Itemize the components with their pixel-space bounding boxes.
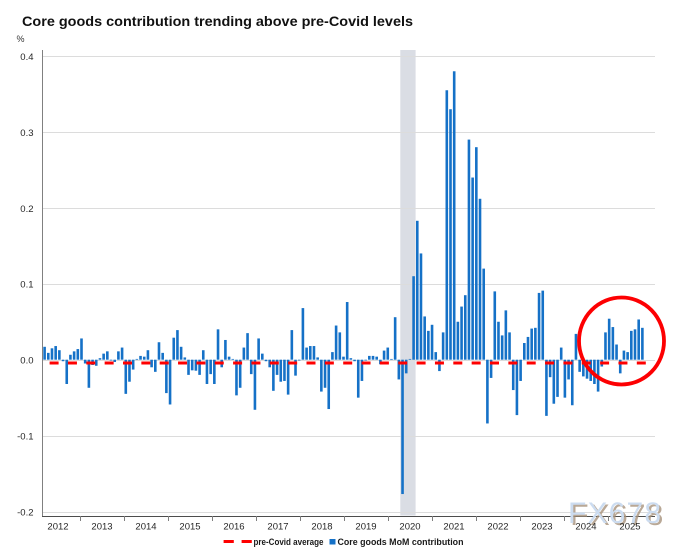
svg-text:2019: 2019 — [355, 522, 376, 533]
svg-text:pre-Covid average: pre-Covid average — [254, 537, 324, 547]
svg-text:0.4: 0.4 — [20, 52, 33, 63]
svg-text:0.3: 0.3 — [20, 128, 33, 139]
svg-text:0.1: 0.1 — [20, 280, 33, 291]
svg-text:2025: 2025 — [619, 522, 640, 533]
svg-text:2017: 2017 — [267, 522, 288, 533]
svg-text:2023: 2023 — [531, 522, 552, 533]
svg-text:2014: 2014 — [135, 522, 156, 533]
svg-text:FX678: FX678 — [570, 499, 666, 532]
svg-text:Core goods contribution trendi: Core goods contribution trending above p… — [22, 13, 413, 29]
svg-text:2020: 2020 — [399, 522, 420, 533]
svg-text:0.0: 0.0 — [20, 356, 33, 367]
svg-text:-0.1: -0.1 — [17, 432, 33, 443]
svg-text:FX678: FX678 — [568, 497, 664, 530]
svg-text:2022: 2022 — [487, 522, 508, 533]
svg-text:2015: 2015 — [179, 522, 200, 533]
svg-text:%: % — [17, 34, 25, 44]
svg-text:0.2: 0.2 — [20, 204, 33, 215]
svg-text:-0.2: -0.2 — [17, 507, 33, 518]
svg-text:Core goods MoM contribution: Core goods MoM contribution — [338, 537, 464, 547]
svg-text:2016: 2016 — [223, 522, 244, 533]
svg-text:2012: 2012 — [47, 522, 68, 533]
svg-text:2013: 2013 — [91, 522, 112, 533]
svg-text:2024: 2024 — [575, 522, 596, 533]
svg-text:2018: 2018 — [311, 522, 332, 533]
svg-text:2021: 2021 — [443, 522, 464, 533]
